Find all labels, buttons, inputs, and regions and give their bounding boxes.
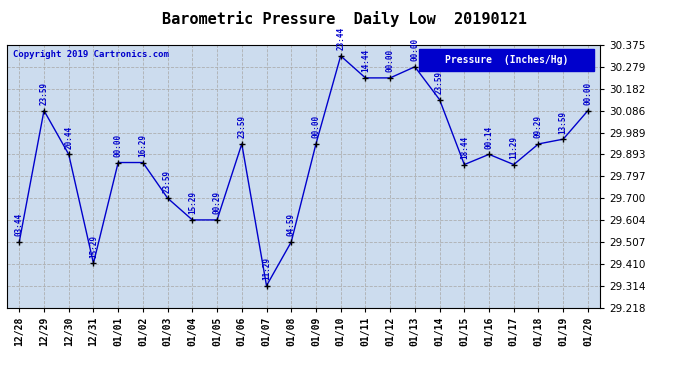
Text: 23:59: 23:59 xyxy=(237,115,246,138)
Text: 18:44: 18:44 xyxy=(460,136,469,159)
Text: 00:00: 00:00 xyxy=(386,49,395,72)
Bar xyxy=(420,49,594,71)
Text: Pressure  (Inches/Hg): Pressure (Inches/Hg) xyxy=(445,55,569,65)
Text: 16:29: 16:29 xyxy=(139,134,148,157)
Text: 23:59: 23:59 xyxy=(163,170,172,193)
Text: 23:59: 23:59 xyxy=(435,71,444,94)
Text: 00:29: 00:29 xyxy=(213,191,221,214)
Text: 14:44: 14:44 xyxy=(361,49,370,72)
Text: 11:29: 11:29 xyxy=(262,257,271,280)
Text: 11:29: 11:29 xyxy=(509,136,518,159)
Text: 04:59: 04:59 xyxy=(287,213,296,236)
Text: 00:00: 00:00 xyxy=(311,115,320,138)
Text: 00:14: 00:14 xyxy=(484,126,493,149)
Text: 00:00: 00:00 xyxy=(114,134,123,157)
Text: Barometric Pressure  Daily Low  20190121: Barometric Pressure Daily Low 20190121 xyxy=(163,11,527,27)
Text: 00:00: 00:00 xyxy=(584,82,593,105)
Text: 23:59: 23:59 xyxy=(39,82,48,105)
Text: 03:44: 03:44 xyxy=(14,213,23,236)
Text: Copyright 2019 Cartronics.com: Copyright 2019 Cartronics.com xyxy=(13,50,169,59)
Text: 15:29: 15:29 xyxy=(89,235,98,258)
Text: 20:44: 20:44 xyxy=(64,126,73,149)
Text: 00:00: 00:00 xyxy=(411,38,420,61)
Text: 09:29: 09:29 xyxy=(534,115,543,138)
Text: 13:59: 13:59 xyxy=(559,111,568,134)
Text: 23:44: 23:44 xyxy=(336,27,345,50)
Text: 15:29: 15:29 xyxy=(188,191,197,214)
